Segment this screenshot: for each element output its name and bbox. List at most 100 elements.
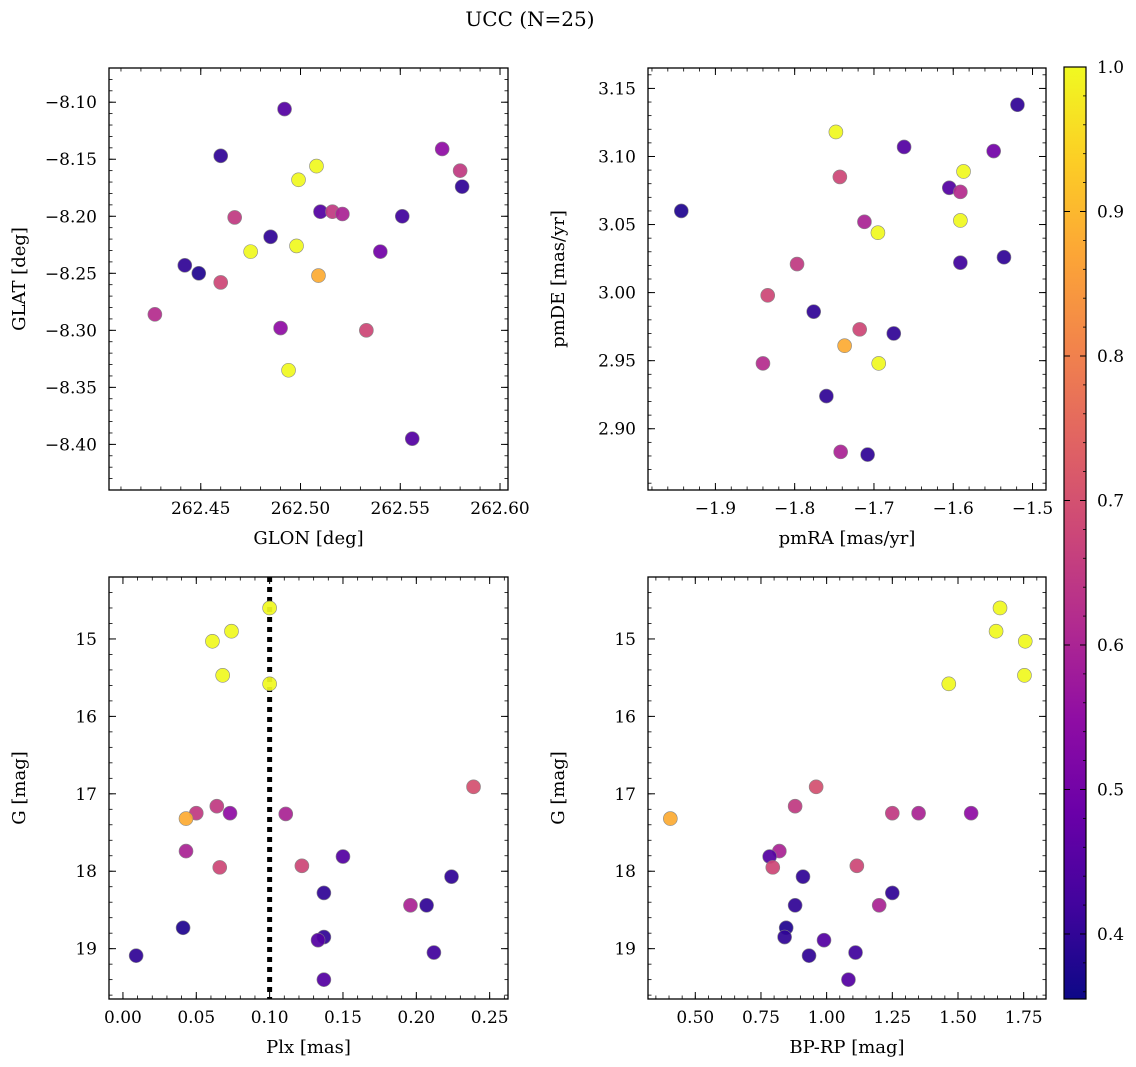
scatter-point — [1010, 97, 1025, 113]
scatter-point — [262, 600, 277, 616]
scatter-points — [663, 600, 1033, 987]
scatter-point — [147, 307, 163, 322]
scatter-point — [787, 798, 803, 814]
y-tick-label: −8.25 — [45, 264, 97, 284]
scatter-point — [281, 362, 296, 378]
y-tick-label: −8.35 — [45, 378, 97, 398]
scatter-point — [213, 148, 229, 164]
y-axis-label: G [mag] — [548, 751, 569, 824]
scatter-points — [128, 600, 481, 987]
scatter-point — [434, 141, 450, 157]
scatter-point — [222, 805, 238, 821]
scatter-point — [833, 444, 848, 460]
figure-title: UCC (N=25) — [465, 7, 594, 31]
scatter-point — [673, 203, 689, 219]
ticks: −1.9 −1.8 −1.7 −1.6 −1.5 2.90 2.95 3.00 3.05 3.10… — [598, 68, 1053, 519]
ticks: 0.00 0.05 0.10 0.15 0.20 0.25 15 16 17 18 19 — [75, 576, 509, 1028]
scatter-point — [992, 600, 1008, 616]
scatter-point — [819, 388, 834, 404]
scatter-point — [841, 972, 856, 987]
scatter-point — [213, 275, 229, 290]
x-tick-label: 262.50 — [271, 499, 330, 519]
scatter-point — [316, 885, 332, 901]
scatter-point — [795, 869, 811, 884]
scatter-point — [787, 898, 803, 913]
scatter-point — [277, 101, 292, 117]
panel-pmra-pmde: −1.9 −1.8 −1.7 −1.6 −1.5 2.90 2.95 3.00 3.05 3.10… — [548, 67, 1053, 549]
scatter-point — [816, 932, 832, 948]
colorbar: 0.4 0.5 0.6 0.7 0.8 0.9 1.0 — [1063, 58, 1124, 1000]
scatter-point — [294, 858, 310, 874]
x-tick-label: 262.55 — [371, 499, 430, 519]
scatter-point — [311, 268, 326, 283]
scatter-point — [1017, 668, 1032, 683]
scatter-point — [262, 676, 277, 692]
scatter-point — [832, 169, 848, 185]
scatter-point — [849, 858, 865, 874]
colorbar-tick-label: 0.4 — [1097, 925, 1124, 945]
scatter-point — [419, 898, 434, 913]
y-tick-label: 3.10 — [598, 147, 636, 167]
x-tick-label: 0.00 — [104, 1008, 142, 1028]
x-tick-label: −1.7 — [853, 499, 894, 519]
scatter-point — [191, 265, 207, 281]
y-tick-label: 3.15 — [598, 79, 636, 99]
scatter-point — [941, 676, 957, 692]
y-tick-label: 16 — [614, 707, 636, 727]
y-tick-label: 2.95 — [598, 352, 636, 372]
scatter-point — [663, 811, 678, 826]
scatter-point — [852, 322, 867, 337]
scatter-point — [765, 860, 781, 875]
scatter-point — [444, 869, 459, 884]
x-tick-label: 1.00 — [808, 1008, 846, 1028]
scatter-point — [359, 323, 374, 338]
x-axis-label: GLON [deg] — [253, 528, 363, 549]
x-axis-label: pmRA [mas/yr] — [779, 528, 916, 549]
scatter-point — [886, 326, 902, 341]
scatter-point — [404, 431, 420, 446]
colorbar-fill — [1064, 67, 1086, 999]
scatter-point — [212, 860, 228, 875]
x-tick-label: 1.25 — [873, 1008, 911, 1028]
scatter-point — [755, 356, 771, 371]
scatter-point — [426, 945, 442, 960]
x-tick-label: 1.75 — [1005, 1008, 1043, 1028]
scatter-point — [808, 779, 824, 795]
scatter-point — [885, 885, 900, 901]
scatter-point — [335, 849, 351, 864]
scatter-point — [178, 811, 194, 826]
y-axis-label: pmDE [mas/yr] — [548, 210, 569, 348]
scatter-point — [953, 255, 968, 270]
y-tick-label: −8.40 — [45, 435, 97, 455]
y-tick-label: 2.90 — [598, 420, 636, 440]
x-tick-label: 262.45 — [171, 499, 230, 519]
scatter-point — [178, 843, 194, 859]
scatter-point — [205, 633, 220, 649]
scatter-point — [953, 213, 968, 228]
scatter-point — [309, 158, 324, 174]
scatter-point — [986, 143, 1001, 159]
scatter-point — [911, 805, 926, 821]
scatter-point — [806, 304, 822, 319]
scatter-point — [128, 948, 144, 963]
scatter-points — [147, 101, 470, 446]
x-axis-label: Plx [mas] — [266, 1037, 351, 1058]
y-tick-label: −8.15 — [45, 150, 97, 170]
scatter-point — [310, 932, 326, 948]
scatter-point — [316, 972, 332, 987]
scatter-point — [860, 447, 875, 462]
scatter-point — [885, 805, 900, 821]
y-tick-label: −8.30 — [45, 321, 97, 341]
ticks: 0.50 0.75 1.00 1.25 1.50 1.75 15 16 17 18 19 — [614, 576, 1046, 1028]
x-tick-label: −1.5 — [1012, 499, 1053, 519]
scatter-point — [278, 806, 294, 822]
y-tick-label: −8.10 — [45, 93, 97, 113]
y-tick-label: 15 — [614, 630, 636, 650]
scatter-points — [673, 97, 1025, 462]
scatter-point — [215, 668, 230, 683]
scatter-point — [209, 798, 225, 814]
scatter-point — [403, 898, 418, 913]
scatter-point — [760, 288, 776, 303]
scatter-point — [848, 945, 863, 960]
y-tick-label: 15 — [75, 630, 97, 650]
